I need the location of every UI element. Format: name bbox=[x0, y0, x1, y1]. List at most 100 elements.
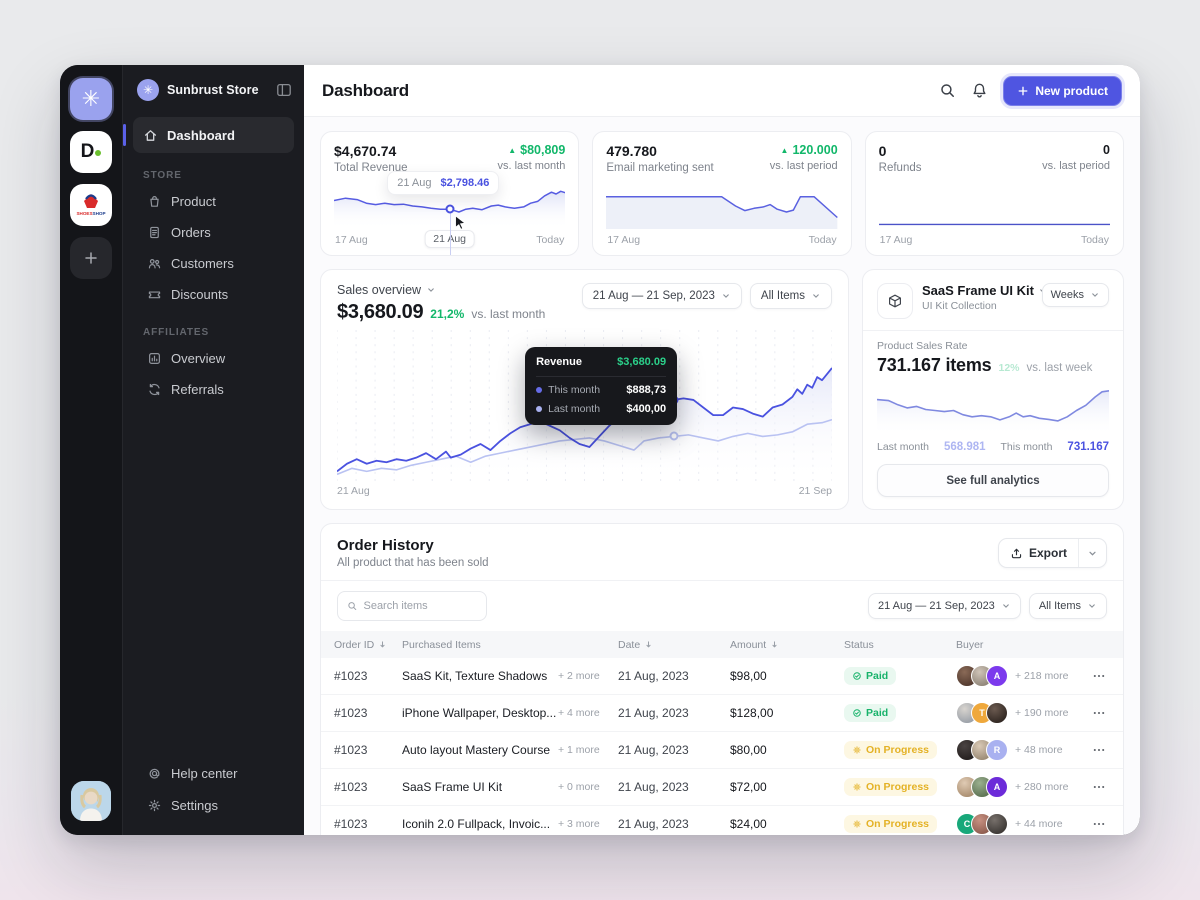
status-badge: Paid bbox=[844, 703, 897, 722]
this-month-dot-icon bbox=[536, 387, 543, 393]
column-header-order-id[interactable]: Order ID bbox=[334, 639, 402, 651]
sidebar-item-referrals[interactable]: Referrals bbox=[133, 374, 294, 405]
table-row[interactable]: #1023 Auto layout Mastery Course + 1 more… bbox=[321, 732, 1123, 769]
this-month-value: 731.167 bbox=[1067, 441, 1109, 453]
metric-badge: 12% bbox=[998, 362, 1020, 374]
hover-guideline bbox=[449, 211, 451, 255]
file-icon bbox=[147, 225, 162, 240]
row-menu-button[interactable] bbox=[1088, 813, 1110, 835]
order-id-cell: #1023 bbox=[334, 669, 368, 683]
stat-compare: vs. last period bbox=[769, 160, 838, 172]
sidebar-item-product[interactable]: Product bbox=[133, 186, 294, 217]
sidebar-item-help-center[interactable]: Help center bbox=[133, 758, 294, 789]
see-full-analytics-button[interactable]: See full analytics bbox=[877, 464, 1109, 497]
workspace-d-store-button[interactable]: D bbox=[70, 131, 112, 173]
notifications-icon[interactable] bbox=[971, 82, 988, 99]
stat-value: $4,670.74 bbox=[334, 143, 397, 159]
workspace-sunbrust-button[interactable]: ✳ bbox=[70, 78, 112, 120]
chevron-down-icon bbox=[1001, 601, 1011, 611]
table-row[interactable]: #1023 Iconih 2.0 Fullpack, Invoic... + 3 … bbox=[321, 806, 1123, 835]
items-filter[interactable]: All Items bbox=[749, 283, 832, 309]
stat-label: Email marketing sent bbox=[606, 162, 714, 174]
row-menu-button[interactable] bbox=[1088, 665, 1110, 687]
search-items-input[interactable] bbox=[363, 600, 477, 612]
nav-section-label: AFFILIATES bbox=[143, 327, 210, 338]
buyer-avatar: A bbox=[986, 665, 1008, 687]
amount-cell: $98,00 bbox=[730, 669, 767, 683]
gear-icon bbox=[147, 798, 162, 813]
sidebar-item-discounts[interactable]: Discounts bbox=[133, 279, 294, 310]
add-workspace-button[interactable] bbox=[70, 237, 112, 279]
date-range-filter[interactable]: 21 Aug — 21 Sep, 2023 bbox=[581, 283, 742, 309]
product-analytics-card: SaaS Frame UI Kit UI Kit Collection Week… bbox=[862, 269, 1124, 510]
progress-icon bbox=[852, 819, 862, 829]
order-id-cell: #1023 bbox=[334, 780, 368, 794]
collapse-sidebar-icon[interactable] bbox=[276, 82, 292, 98]
sales-overview-dropdown[interactable]: Sales overview bbox=[337, 283, 545, 297]
row-menu-button[interactable] bbox=[1088, 702, 1110, 724]
app-window: ✳ D SHOESSHOP ✳ Sunbrust Sto bbox=[60, 65, 1140, 835]
workspace-shoes-shop-button[interactable]: SHOESSHOP bbox=[70, 184, 112, 226]
axis-end-label: Today bbox=[808, 234, 837, 246]
stat-card-total-revenue: $4,670.74 Total Revenue ▲ $80,809 vs. las… bbox=[320, 131, 580, 256]
stat-compare: vs. last period bbox=[1042, 160, 1110, 172]
table-row[interactable]: #1023 SaaS Frame UI Kit + 0 more 21 Aug, … bbox=[321, 769, 1123, 806]
sidebar-item-dashboard[interactable]: Dashboard bbox=[123, 117, 294, 153]
column-header-date[interactable]: Date bbox=[618, 639, 730, 651]
sidebar-item-overview[interactable]: Overview bbox=[133, 343, 294, 374]
delta-up-icon: ▲ bbox=[780, 145, 789, 155]
export-button[interactable]: Export bbox=[999, 539, 1078, 567]
avatar-image bbox=[71, 781, 111, 821]
orders-items-filter[interactable]: All Items bbox=[1028, 593, 1107, 619]
status-cell: On Progress bbox=[844, 777, 956, 797]
mouse-cursor-icon bbox=[454, 214, 467, 230]
date-cell: 21 Aug, 2023 bbox=[618, 817, 689, 831]
search-icon[interactable] bbox=[939, 82, 956, 99]
cube-icon bbox=[877, 283, 913, 319]
order-history-subtitle: All product that has been sold bbox=[337, 557, 489, 569]
at-icon bbox=[147, 766, 162, 781]
row-menu-button[interactable] bbox=[1088, 776, 1110, 798]
row-menu-button[interactable] bbox=[1088, 739, 1110, 761]
order-id-cell: #1023 bbox=[334, 817, 368, 831]
workspace-rail: ✳ D SHOESSHOP bbox=[60, 65, 122, 835]
stat-label: Total Revenue bbox=[334, 162, 408, 174]
buyer-cell: R + 48 more bbox=[956, 739, 1076, 761]
period-filter[interactable]: Weeks bbox=[1041, 283, 1109, 307]
stat-value: 479.780 bbox=[606, 143, 657, 159]
sales-overview-card: Sales overview $3,680.09 21,2% vs. last … bbox=[320, 269, 849, 510]
email-sparkline bbox=[606, 183, 838, 229]
table-row[interactable]: #1023 iPhone Wallpaper, Desktop... + 4 mo… bbox=[321, 695, 1123, 732]
user-avatar[interactable] bbox=[71, 781, 111, 821]
order-id-cell: #1023 bbox=[334, 706, 368, 720]
new-product-button[interactable]: New product bbox=[1003, 75, 1122, 106]
stat-label: Refunds bbox=[878, 162, 922, 174]
buyer-avatar: A bbox=[986, 776, 1008, 798]
order-id-cell: #1023 bbox=[334, 743, 368, 757]
data-point-marker bbox=[445, 204, 455, 214]
stat-card-refunds: 0 Refunds 0 vs. last period bbox=[864, 131, 1124, 256]
sidebar-item-settings[interactable]: Settings bbox=[133, 790, 294, 821]
metric-label: Product Sales Rate bbox=[877, 340, 968, 352]
amount-cell: $80,00 bbox=[730, 743, 767, 757]
sidebar-item-customers[interactable]: Customers bbox=[133, 248, 294, 279]
status-cell: On Progress bbox=[844, 814, 956, 834]
orders-date-filter[interactable]: 21 Aug — 21 Sep, 2023 bbox=[867, 593, 1021, 619]
column-header-amount[interactable]: Amount bbox=[730, 639, 844, 651]
buyer-avatar bbox=[986, 702, 1008, 724]
sidebar-footer: Help center Settings bbox=[133, 758, 294, 821]
revenue-sparkline: 21 Aug $2,798.46 bbox=[334, 171, 566, 255]
buyer-cell: C + 44 more bbox=[956, 813, 1076, 835]
export-options-button[interactable] bbox=[1079, 539, 1106, 567]
order-history-title: Order History bbox=[337, 537, 434, 554]
amount-cell: $128,00 bbox=[730, 706, 774, 720]
status-badge: On Progress bbox=[844, 777, 938, 796]
sidebar: ✳ Sunbrust Store Dashboard STORE Product… bbox=[122, 65, 304, 835]
axis-start-label: 17 Aug bbox=[879, 234, 913, 246]
table-row[interactable]: #1023 SaaS Kit, Texture Shadows + 2 more … bbox=[321, 658, 1123, 695]
footer-label: This month bbox=[1000, 441, 1053, 453]
product-selector[interactable]: SaaS Frame UI Kit bbox=[922, 283, 1046, 298]
sidebar-item-orders[interactable]: Orders bbox=[133, 217, 294, 248]
home-icon bbox=[143, 128, 158, 143]
buyer-cell: A + 280 more bbox=[956, 776, 1076, 798]
